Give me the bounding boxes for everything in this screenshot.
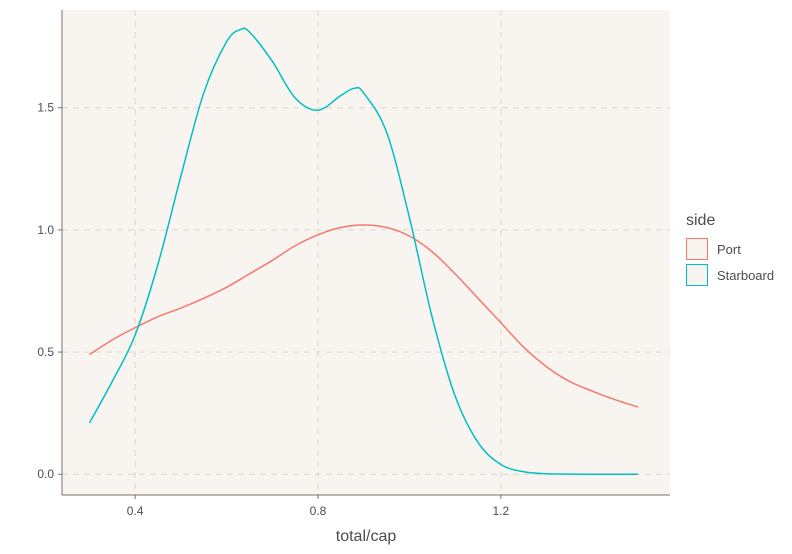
- legend-entry-port: Port: [686, 236, 774, 262]
- y-tick-label: 0.0: [37, 467, 54, 481]
- x-tick-label: 1.2: [493, 504, 510, 518]
- x-axis-ticks: 0.4 0.8 1.2: [127, 495, 510, 518]
- legend-key-swatch: [686, 238, 708, 260]
- x-axis-title: total/cap: [336, 528, 397, 545]
- y-tick-label: 0.5: [37, 345, 54, 359]
- x-tick-label: 0.4: [127, 504, 144, 518]
- series-line-starboard: [88, 27, 639, 476]
- y-tick-label: 1.0: [37, 223, 54, 237]
- legend-title: side: [686, 212, 716, 229]
- y-axis-ticks: 0.0 0.5 1.0 1.5: [37, 101, 62, 481]
- x-tick-label: 0.8: [310, 504, 327, 518]
- legend: side Port Starboard: [686, 212, 774, 288]
- series-lines: [88, 27, 639, 476]
- y-tick-label: 1.5: [37, 101, 54, 115]
- legend-label: Port: [717, 241, 741, 257]
- legend-label: Starboard: [717, 267, 775, 283]
- plot-panel: [62, 10, 670, 495]
- legend-key-swatch: [686, 264, 708, 286]
- series-line-port: [89, 224, 639, 408]
- legend-entries: Port Starboard: [686, 236, 774, 288]
- legend-entry-starboard: Starboard: [686, 262, 774, 288]
